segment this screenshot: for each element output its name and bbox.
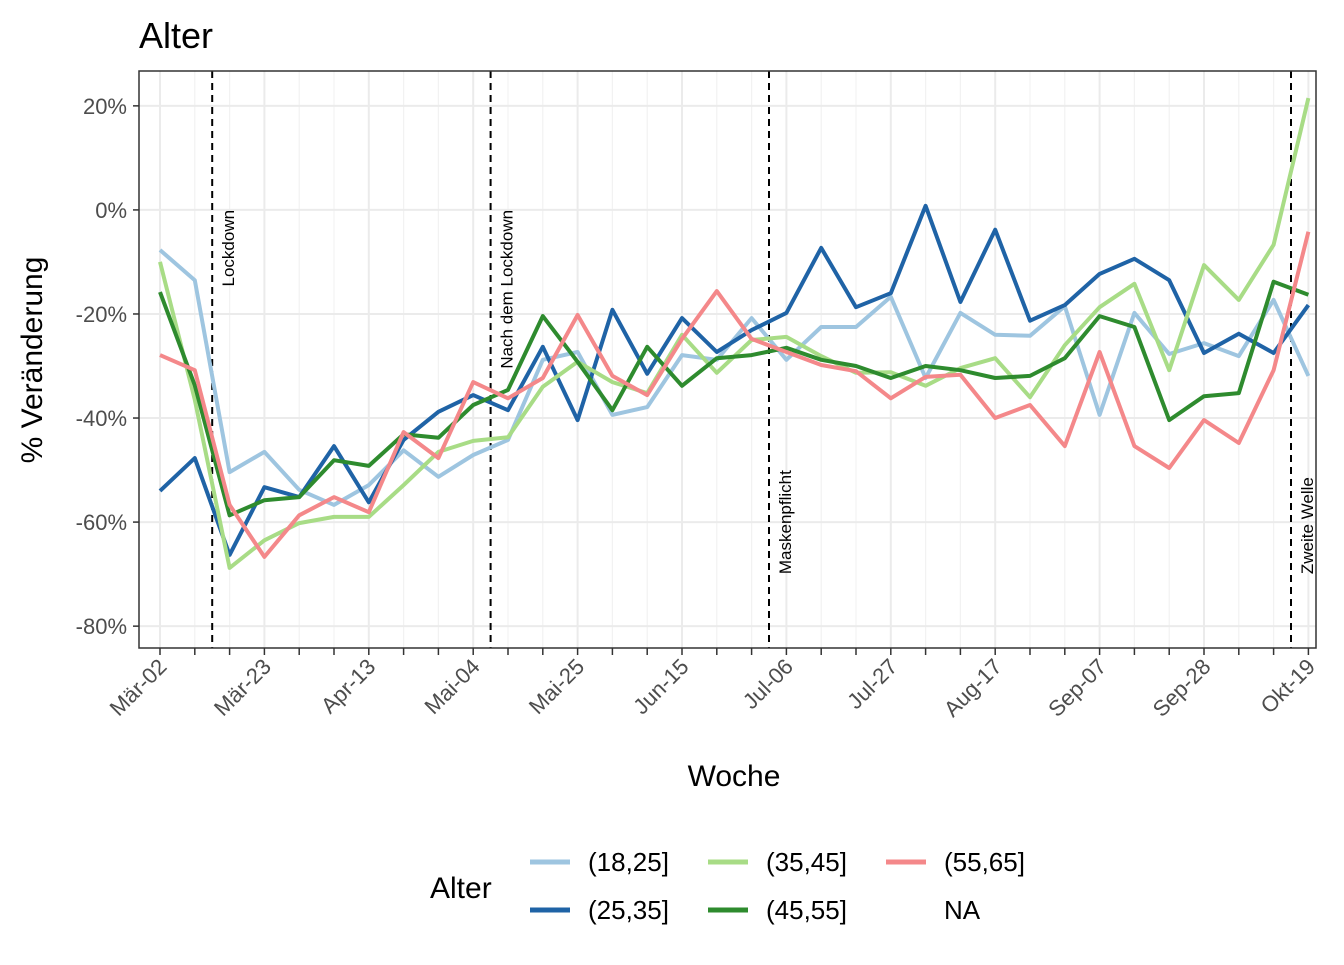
y-tick-label: 20%: [83, 94, 127, 119]
legend-label: (55,65]: [944, 847, 1025, 877]
x-axis-title: Woche: [688, 760, 781, 793]
y-tick-label: -80%: [76, 614, 127, 639]
legend-label: (35,45]: [766, 847, 847, 877]
series-line: [158, 203, 1311, 557]
annotation-label: Maskenpflicht: [776, 470, 795, 574]
y-axis-title: % Veränderung: [16, 257, 49, 464]
y-tick-label: -20%: [76, 302, 127, 327]
chart-title: Alter: [139, 15, 213, 56]
y-tick-label: -40%: [76, 406, 127, 431]
legend-label: (25,35]: [588, 895, 669, 925]
y-tick-label: 0%: [95, 198, 127, 223]
legend-label: (45,55]: [766, 895, 847, 925]
legend-title: Alter: [430, 872, 492, 905]
annotation-label: Nach dem Lockdown: [498, 210, 517, 369]
legend-label: (18,25]: [588, 847, 669, 877]
annotation-label: Lockdown: [219, 210, 238, 287]
series-line: [158, 279, 1310, 518]
legend-label: NA: [944, 895, 981, 925]
series-line: [159, 231, 1311, 559]
annotation-label: Zweite Welle: [1298, 477, 1317, 574]
panel-border: [138, 70, 1317, 649]
y-tick-label: -60%: [76, 510, 127, 535]
